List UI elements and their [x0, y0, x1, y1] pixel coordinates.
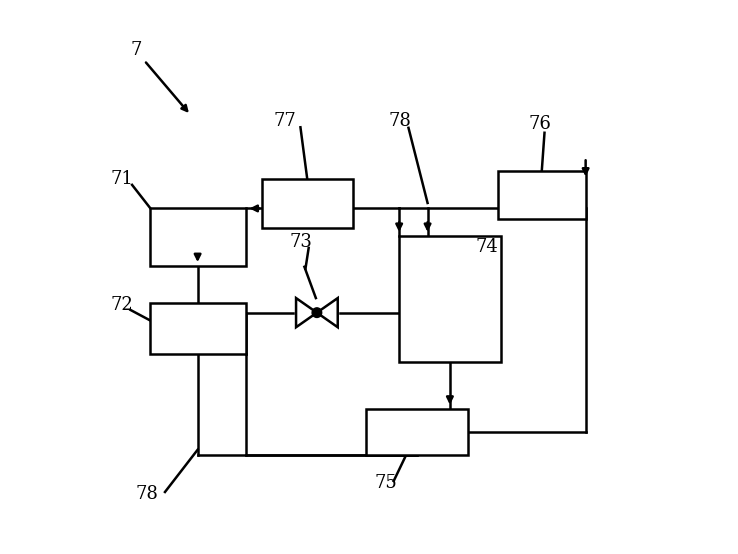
Text: 72: 72: [110, 296, 133, 314]
Circle shape: [312, 308, 322, 317]
Bar: [150, 304, 246, 354]
Text: 78: 78: [388, 112, 411, 130]
Bar: [150, 208, 246, 266]
Text: 76: 76: [528, 115, 551, 133]
Bar: [498, 171, 586, 219]
Text: 7: 7: [131, 41, 142, 59]
Bar: [366, 409, 468, 455]
Polygon shape: [296, 298, 317, 327]
Text: 78: 78: [136, 485, 159, 503]
Polygon shape: [317, 298, 338, 327]
Text: 73: 73: [289, 233, 312, 251]
Text: 75: 75: [374, 474, 397, 492]
Text: 74: 74: [476, 238, 499, 257]
Bar: [262, 179, 353, 228]
Bar: [399, 236, 500, 362]
Text: 77: 77: [273, 112, 296, 130]
Text: 71: 71: [110, 170, 133, 188]
